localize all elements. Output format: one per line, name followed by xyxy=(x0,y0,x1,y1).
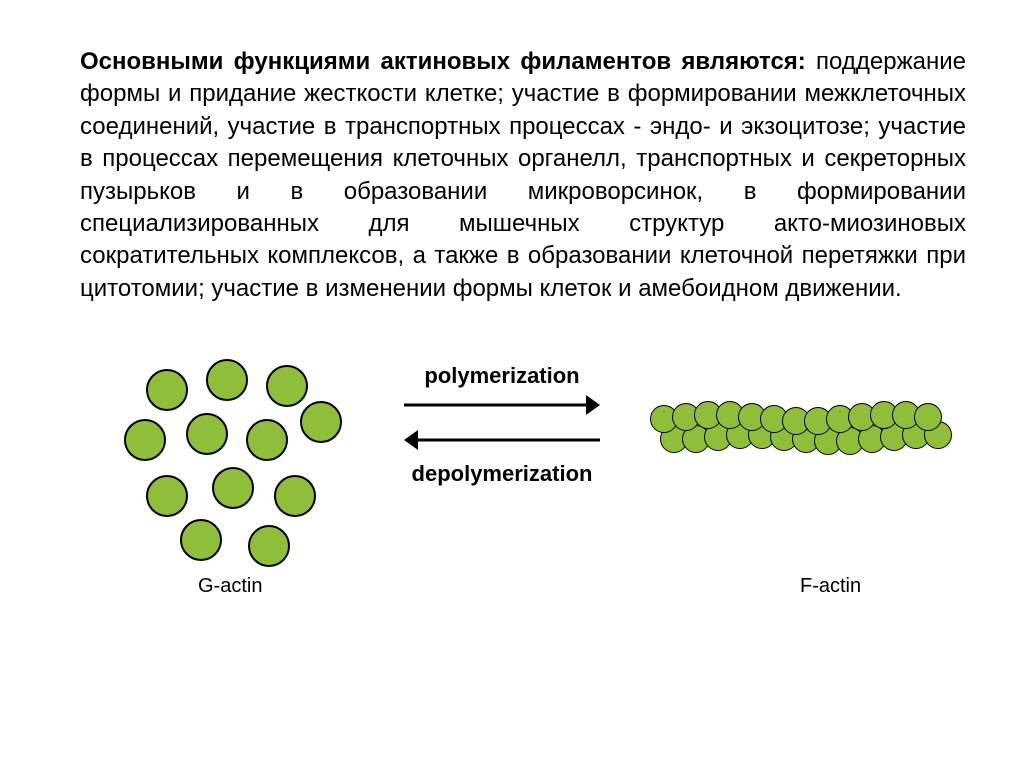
g-actin-monomer xyxy=(266,365,308,407)
body-text: поддержание формы и придание жесткости к… xyxy=(80,48,966,302)
g-actin-monomer xyxy=(146,475,188,517)
arrow-right-icon xyxy=(392,393,612,417)
actin-diagram: polymerization depolymerization G-actin … xyxy=(80,329,966,629)
g-actin-caption: G-actin xyxy=(198,575,262,598)
g-actin-monomer xyxy=(146,369,188,411)
f-actin-chain xyxy=(650,371,960,501)
g-actin-monomer xyxy=(300,401,342,443)
g-actin-monomer xyxy=(186,413,228,455)
g-actin-monomer xyxy=(180,519,222,561)
f-actin-monomer xyxy=(914,403,942,431)
title-bold: Основными функциями актиновых филаментов… xyxy=(80,48,806,75)
f-actin-caption: F-actin xyxy=(800,575,861,598)
g-actin-monomer xyxy=(274,475,316,517)
arrow-left-icon xyxy=(392,428,612,452)
polymerization-label: polymerization xyxy=(382,363,622,389)
reaction-arrows: polymerization depolymerization xyxy=(382,359,622,529)
main-paragraph: Основными функциями актиновых филаментов… xyxy=(80,46,966,305)
g-actin-monomer xyxy=(206,359,248,401)
g-actin-cluster xyxy=(124,357,354,557)
g-actin-monomer xyxy=(246,419,288,461)
g-actin-monomer xyxy=(124,419,166,461)
g-actin-monomer xyxy=(248,525,290,567)
depolymerization-label: depolymerization xyxy=(382,461,622,487)
g-actin-monomer xyxy=(212,467,254,509)
